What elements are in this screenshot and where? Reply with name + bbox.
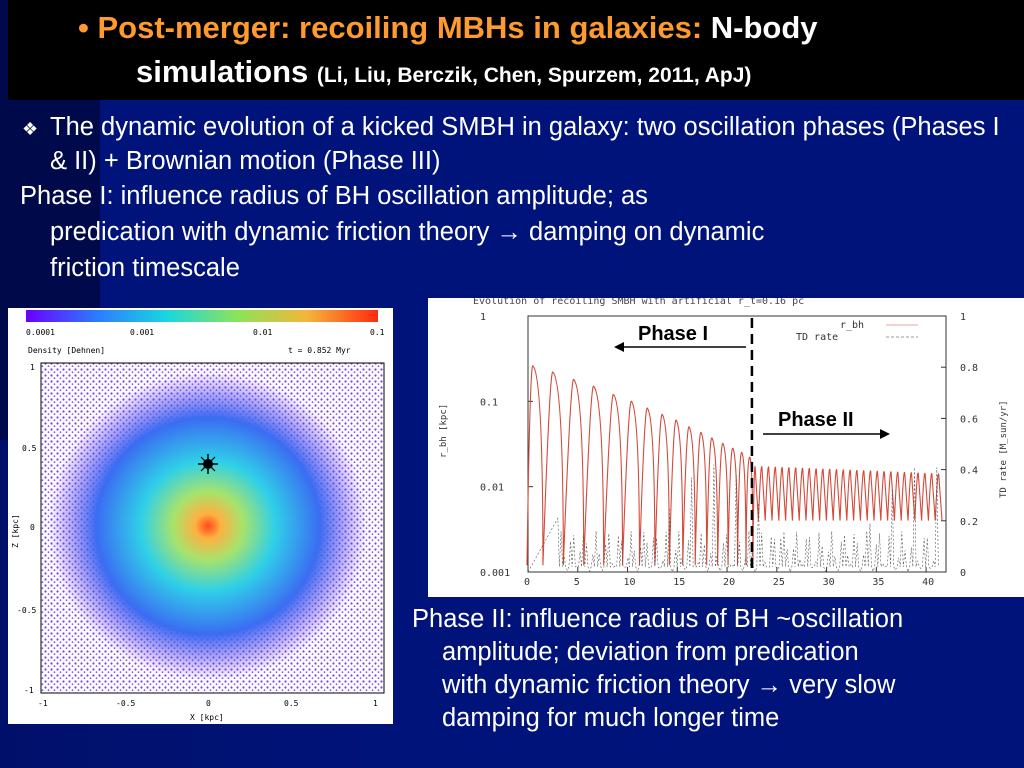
simulation-density-image: 0.0001 0.001 0.01 0.1 Density [Dehnen] t… [8,308,393,724]
x-tick-label: 20 [723,577,735,588]
y-right-tick-label: 0.8 [960,363,978,374]
colorbar-tick: 0.001 [130,328,154,337]
chart-axes: 0 5 10 15 20 25 30 35 40 1 0.1 0.01 0.001 1 0.8 0.6 0.4 0… [480,312,978,588]
colorbar-tick: 0.1 [370,328,385,337]
y-axis-label: Z [kpc] [11,514,20,548]
y-tick: 0.5 [22,444,37,453]
bullet-line: friction timescale [50,254,240,282]
bullet-phase-one: Phase I: influence radius of BH oscillat… [20,178,1010,286]
title-method: N-body [710,10,818,45]
y-tick: 1 [30,363,35,372]
arrow-left-icon [614,342,624,352]
x-tick-label: 10 [624,577,636,588]
chart-series [526,318,943,574]
series-line-td [527,464,939,574]
x-tick-label: 5 [574,577,580,588]
x-tick-label: 35 [872,577,884,588]
y-right-tick-label: 0.4 [960,466,978,477]
colorbar-tick: 0.01 [253,328,272,337]
diamond-bullet-icon: ❖ [22,119,39,139]
density-core [48,371,368,681]
x-axis-label: X [kpc] [190,713,224,722]
chart-y-label: r_bh [kpc] [439,404,449,458]
x-tick-label: 0 [524,577,530,588]
legend-item-rbh: r_bh [840,320,864,331]
bullet-line: with dynamic friction theory → very slow [442,671,896,699]
y-right-tick-label: 0 [960,568,966,579]
x-tick: -0.5 [116,699,135,708]
x-tick-label: 30 [823,577,835,588]
density-label: Density [Dehnen] [28,346,105,355]
plot-frame [40,362,385,694]
chart-svg: Evolution of recoiling SMBH with artific… [439,296,1009,588]
bullet-line: predication with dynamic friction theory… [50,218,765,246]
y-tick: 0 [30,523,35,532]
y-right-tick-label: 0.2 [960,517,978,528]
y-tick-label: 0.01 [480,483,504,494]
x-tick: -1 [38,699,48,708]
x-tick-label: 15 [673,577,685,588]
series-line-rbh [526,365,943,566]
chart-title: Evolution of recoiling SMBH with artific… [473,298,804,307]
y-tick-label: 1 [480,312,486,323]
title-citation: (Li, Liu, Berczik, Chen, Spurzem, 2011, … [316,64,752,87]
phase-two-box [773,404,891,434]
bullet-line: amplitude; deviation from predication [442,638,859,666]
black-hole-marker-icon [198,454,218,474]
title-method-cont: simulations [136,54,309,89]
arrow-right-icon [880,429,890,439]
x-tick: 0.5 [284,699,299,708]
chart-y-right-label: TD rate [M_sun/yr] [999,400,1009,498]
title-line-1: • Post-merger: recoiling MBHs in galaxie… [78,10,818,46]
title-bar: • Post-merger: recoiling MBHs in galaxie… [8,0,1024,100]
y-tick-label: 0.1 [480,397,498,408]
evolution-chart: Evolution of recoiling SMBH with artific… [428,296,1024,597]
colorbar-tick: 0.0001 [26,328,55,337]
phase-two-label: Phase II [778,409,854,431]
x-tick-label: 25 [773,577,785,588]
x-tick: 1 [373,699,378,708]
title-bullet: • [78,10,89,45]
bullet-line: damping for much longer time [442,704,780,732]
bullet-line: Phase II: influence radius of BH ~oscill… [412,605,904,633]
phase-one-label: Phase I [638,323,708,345]
title-line-2: simulations (Li, Liu, Berczik, Chen, Spu… [136,54,751,90]
legend-item-td: TD rate [796,332,838,343]
y-tick: -0.5 [17,606,36,615]
colorbar [26,310,378,322]
x-tick-label: 40 [922,577,934,588]
simulation-svg: 0.0001 0.001 0.01 0.1 Density [Dehnen] t… [11,310,385,722]
phase-one-box [628,318,738,346]
chart-frame [527,315,947,573]
title-topic: Post-merger: recoiling MBHs in galaxies: [97,10,703,45]
y-tick: -1 [24,686,34,695]
y-right-tick-label: 0.6 [960,414,978,425]
y-tick-label: 0.001 [480,568,510,579]
x-tick: 0 [206,699,211,708]
bullet-line: Phase I: influence radius of BH oscillat… [20,182,648,210]
time-label: t = 0.852 Myr [288,346,351,355]
bullet-phase-two: Phase II: influence radius of BH ~oscill… [412,603,1022,735]
bullet-text: The dynamic evolution of a kicked SMBH i… [50,113,1000,175]
y-right-tick-label: 1 [960,312,966,323]
